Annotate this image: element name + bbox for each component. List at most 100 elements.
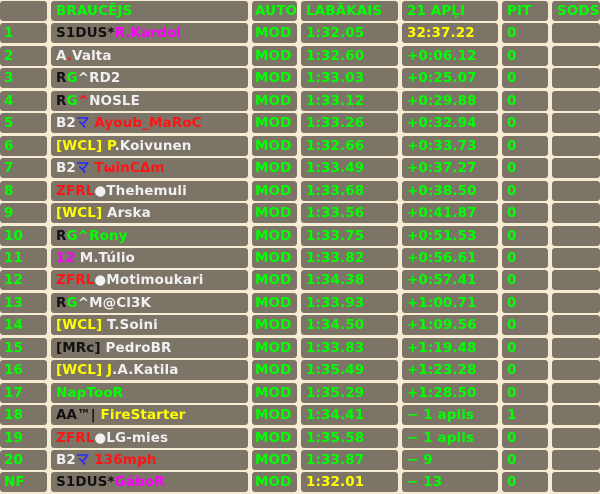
table-row: 17 NapTooR MOD 1:35.29 +1:28.50 0	[0, 382, 600, 404]
table-row: 2 A.Valta MOD 1:32.60 +0:06.12 0	[0, 45, 600, 67]
result-cell: +1:28.50	[402, 382, 498, 403]
result-cell: +0:06.12	[402, 45, 498, 66]
table-row: 13 RG^M@Cl3K MOD 1:33.93 +1:00.71 0	[0, 292, 600, 314]
header-result: 21 APĻI	[402, 1, 498, 21]
position-cell: 15	[0, 337, 47, 358]
penalty-cell	[552, 405, 600, 426]
position-cell: 14	[0, 315, 47, 336]
header-position	[0, 1, 47, 21]
best-lap-cell: 1:35.49	[301, 360, 398, 381]
driver-name-cell: RG^RD2	[51, 68, 248, 89]
table-row: 3 RG^RD2 MOD 1:33.03 +0:25.07 0	[0, 67, 600, 89]
driver-name-cell: RG^M@Cl3K	[51, 292, 248, 313]
pit-cell: 0	[502, 247, 548, 268]
header-car: AUTO	[252, 1, 297, 21]
driver-name-cell: B2マ 136mph	[51, 450, 248, 470]
driver-name-segment: 12	[56, 249, 75, 266]
position-cell: 13	[0, 292, 47, 313]
pit-cell: 0	[502, 135, 548, 156]
driver-name-segment: マ	[75, 160, 90, 177]
penalty-cell	[552, 247, 600, 268]
driver-name-segment: AA™|	[56, 407, 96, 424]
table-row: 8 ZFRL●Thehemuli MOD 1:33.68 +0:38.50 0	[0, 180, 600, 202]
result-cell: +1:19.48	[402, 337, 498, 358]
position-cell: 5	[0, 113, 47, 134]
penalty-cell	[552, 45, 600, 66]
header-penalty: SODS	[552, 1, 600, 21]
pit-cell: 0	[502, 225, 548, 246]
table-row: 12 ZFRL●Motimoukari MOD 1:34.38 +0:57.41 0	[0, 269, 600, 291]
driver-name-cell: A.Valta	[51, 45, 248, 66]
penalty-cell	[552, 337, 600, 358]
table-row: 11 12 M.Túlio MOD 1:33.82 +0:56.61 0	[0, 247, 600, 269]
position-cell: 11	[0, 247, 47, 268]
best-lap-cell: 1:33.49	[301, 158, 398, 179]
car-cell: MOD	[252, 113, 297, 134]
position-cell: 12	[0, 270, 47, 291]
pit-cell: 0	[502, 427, 548, 448]
result-cell: − 13	[402, 472, 498, 493]
driver-name-cell: RG^Rony	[51, 225, 248, 246]
best-lap-cell: 1:33.68	[301, 180, 398, 201]
car-cell: MOD	[252, 135, 297, 156]
driver-name-cell: [WCL] T.Soini	[51, 315, 248, 336]
position-cell: 16	[0, 360, 47, 381]
driver-name-segment: マ	[75, 452, 90, 468]
penalty-cell	[552, 472, 600, 493]
driver-name-segment: M.Túlio	[75, 249, 135, 266]
driver-name-segment: G^Rony	[66, 227, 128, 244]
driver-name-segment: B2	[56, 160, 76, 177]
penalty-cell	[552, 360, 600, 381]
result-cell: +1:23.28	[402, 360, 498, 381]
penalty-cell	[552, 90, 600, 111]
result-cell: +0:56.61	[402, 247, 498, 268]
table-row: 15 [MRc] PedroBR MOD 1:33.83 +1:19.48 0	[0, 337, 600, 359]
best-lap-cell: 1:35.58	[301, 427, 398, 448]
result-cell: +0:32.94	[402, 113, 498, 134]
driver-name-cell: ZFRL●Motimoukari	[51, 270, 248, 291]
header-row: BRAUCĒJS AUTO LABĀKAIS 21 APĻI PIT SODS	[0, 0, 600, 22]
best-lap-cell: 1:32.01	[301, 472, 398, 493]
penalty-cell	[552, 292, 600, 313]
best-lap-cell: 1:33.75	[301, 225, 398, 246]
pit-cell: 0	[502, 23, 548, 44]
table-row: 1 S1DUS*R.Kardol MOD 1:32.05 32:37.22 0	[0, 22, 600, 44]
position-cell: 17	[0, 382, 47, 403]
result-cell: +0:37.27	[402, 158, 498, 179]
driver-name-segment: [WCL] P	[56, 137, 115, 154]
driver-name-segment: GáboR	[114, 474, 165, 491]
driver-name-segment: NapTooR	[56, 384, 124, 401]
best-lap-cell: 1:33.26	[301, 113, 398, 134]
driver-name-segment: NOSLE	[89, 92, 140, 109]
best-lap-cell: 1:33.12	[301, 90, 398, 111]
table-row: 18 AA™| FireStarter MOD 1:34.41− 1 aplis 1	[0, 404, 600, 426]
pit-cell: 0	[502, 472, 548, 493]
penalty-cell	[552, 135, 600, 156]
position-cell: 20	[0, 450, 47, 470]
car-cell: MOD	[252, 225, 297, 246]
pit-cell: 0	[502, 180, 548, 201]
position-cell: 10	[0, 225, 47, 246]
result-cell: 32:37.22	[402, 23, 498, 44]
driver-name-cell: NapTooR	[51, 382, 248, 403]
driver-name-cell: [MRc] PedroBR	[51, 337, 248, 358]
driver-name-cell: RG^NOSLE	[51, 90, 248, 111]
driver-name-cell: 12 M.Túlio	[51, 247, 248, 268]
driver-name-cell: [WCL] P.Koivunen	[51, 135, 248, 156]
penalty-cell	[552, 23, 600, 44]
driver-name-segment: R	[56, 70, 67, 87]
best-lap-cell: 1:34.38	[301, 270, 398, 291]
car-cell: MOD	[252, 90, 297, 111]
result-cell: +0:41.87	[402, 203, 498, 224]
driver-name-segment: R	[56, 92, 67, 109]
table-row: 7 B2マ TωïnCΔm MOD 1:33.49 +0:37.27 0	[0, 157, 600, 179]
driver-name-segment: RD2	[89, 70, 121, 87]
table-row: 9 [WCL] Arska MOD 1:33.56 +0:41.87 0	[0, 202, 600, 224]
driver-name-segment: ZFRL	[56, 182, 95, 199]
table-row: 5 B2マ Ayoub_MaRoC MOD 1:33.26 +0:32.94 0	[0, 112, 600, 134]
car-cell: MOD	[252, 450, 297, 470]
penalty-cell	[552, 68, 600, 89]
pit-cell: 0	[502, 203, 548, 224]
car-cell: MOD	[252, 427, 297, 448]
